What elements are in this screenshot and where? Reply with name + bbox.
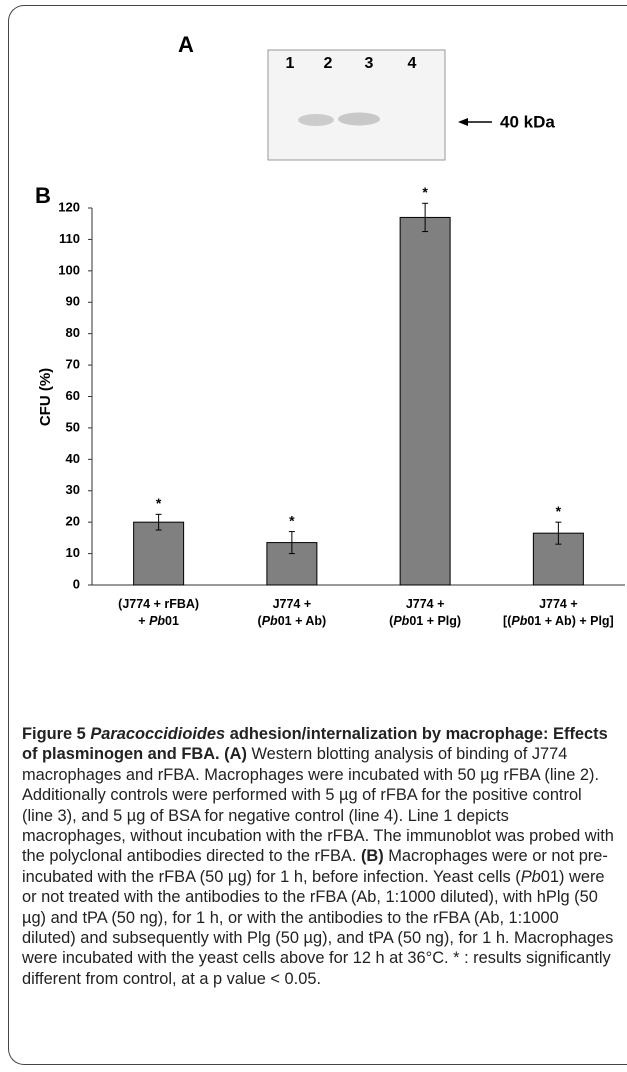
y-tick-label: 0 xyxy=(73,576,80,591)
lane-label: 4 xyxy=(408,55,417,72)
y-tick-label: 100 xyxy=(58,262,80,277)
lane-label: 2 xyxy=(324,55,333,72)
caption: Figure 5 Paracoccidioides adhesion/inter… xyxy=(22,724,614,989)
y-tick-label: 110 xyxy=(59,231,80,246)
y-tick-label: 40 xyxy=(66,451,80,466)
x-tick-label: J774 +(Pb01 + Ab) xyxy=(258,597,327,628)
lane-label: 3 xyxy=(365,55,374,72)
bar xyxy=(134,522,184,585)
y-tick-label: 10 xyxy=(66,545,80,560)
caption-genus: Paracoccidioides xyxy=(90,725,225,743)
page: A 40 kDa B CFU (%) 123401020304050607080… xyxy=(0,0,627,1072)
y-tick-label: 20 xyxy=(66,514,80,529)
panel-label: B xyxy=(35,183,51,208)
x-tick-label: J774 +[(Pb01 + Ab) + Plg] xyxy=(503,597,614,628)
caption-label: Figure 5 xyxy=(22,725,86,743)
annotation: * xyxy=(556,503,562,519)
band xyxy=(298,114,334,126)
x-tick-label: (J774 + rFBA)+ Pb01 xyxy=(118,597,199,628)
bar xyxy=(400,217,450,585)
y-tick-label: 80 xyxy=(66,325,80,340)
x-tick-label: J774 +(Pb01 + Plg) xyxy=(389,597,461,628)
y-axis-label: CFU (%) xyxy=(37,368,54,426)
y-tick-label: 90 xyxy=(66,294,80,309)
y-tick-label: 50 xyxy=(66,419,80,434)
y-tick-label: 120 xyxy=(58,199,80,214)
y-tick-label: 60 xyxy=(66,388,80,403)
caption-b-label: (B) xyxy=(361,847,384,865)
marker-label: 40 kDa xyxy=(500,112,555,131)
annotation: * xyxy=(289,512,295,528)
arrow-head xyxy=(458,118,468,126)
y-tick-label: 70 xyxy=(66,357,80,372)
annotation: * xyxy=(156,495,162,511)
blot xyxy=(268,50,445,160)
caption-b-italic: Pb xyxy=(521,868,541,886)
band xyxy=(338,113,380,126)
lane-label: 1 xyxy=(286,55,295,72)
caption-a-label: (A) xyxy=(224,745,247,763)
panel-label: A xyxy=(178,32,194,57)
y-tick-label: 30 xyxy=(66,482,80,497)
annotation: * xyxy=(422,184,428,200)
